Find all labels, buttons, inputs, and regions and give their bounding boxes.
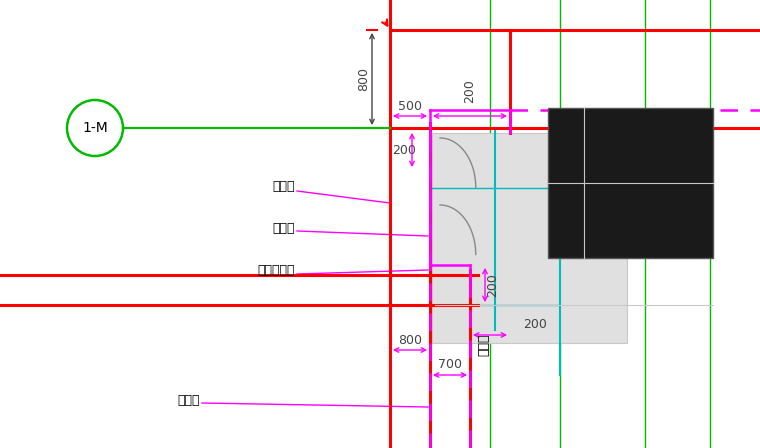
Text: 增排杆: 增排杆 bbox=[477, 334, 490, 356]
Text: 内排杆: 内排杆 bbox=[273, 221, 295, 234]
Text: 200: 200 bbox=[464, 79, 477, 103]
Bar bbox=[432, 133, 627, 343]
Text: 500: 500 bbox=[398, 99, 422, 112]
Text: 700: 700 bbox=[438, 358, 462, 371]
Text: 1-M: 1-M bbox=[82, 121, 108, 135]
Text: 幕墙外边线: 幕墙外边线 bbox=[258, 264, 295, 277]
Text: 200: 200 bbox=[523, 319, 547, 332]
Text: 内排杆: 内排杆 bbox=[178, 393, 200, 406]
Text: 200: 200 bbox=[486, 273, 499, 297]
Bar bbox=[548, 108, 713, 258]
Text: 200: 200 bbox=[392, 143, 416, 156]
Text: 800: 800 bbox=[398, 333, 422, 346]
Text: 外排杆: 外排杆 bbox=[273, 180, 295, 193]
Circle shape bbox=[67, 100, 123, 156]
Text: 800: 800 bbox=[357, 67, 371, 91]
